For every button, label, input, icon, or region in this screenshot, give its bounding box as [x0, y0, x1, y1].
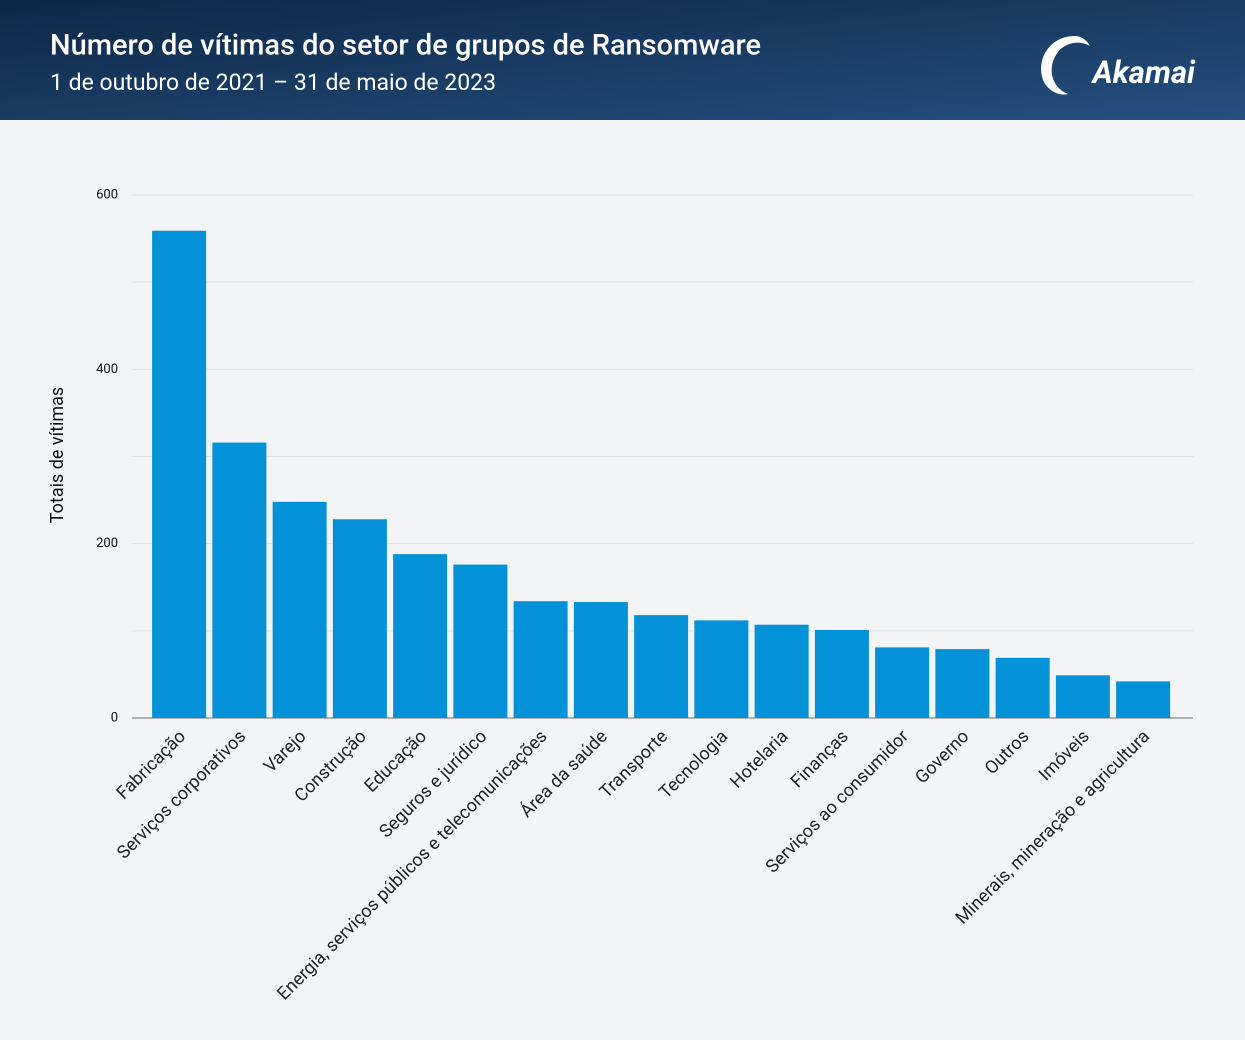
y-axis-title: Totais de vítimas — [47, 387, 68, 523]
bar — [272, 501, 327, 718]
logo: Akamai — [1091, 54, 1196, 91]
bar — [1055, 675, 1110, 718]
bar — [694, 620, 749, 718]
bar — [995, 657, 1050, 718]
bar — [875, 647, 930, 718]
bar — [814, 629, 869, 718]
bar — [634, 615, 689, 718]
y-tick-label: 400 — [96, 362, 118, 377]
chart-subtitle: 1 de outubro de 2021 – 31 de maio de 202… — [50, 69, 496, 96]
bar — [573, 602, 628, 718]
header — [0, 0, 1245, 120]
bar — [513, 601, 568, 718]
logo-mark — [1041, 36, 1090, 95]
y-tick-label: 600 — [96, 187, 118, 202]
bar — [152, 230, 207, 718]
y-tick-label: 0 — [111, 710, 118, 725]
bar — [754, 624, 809, 718]
bar — [332, 519, 387, 718]
bar — [453, 564, 508, 718]
bar — [393, 554, 448, 718]
bar — [935, 649, 990, 718]
bar — [212, 442, 267, 718]
bar — [1116, 681, 1171, 718]
chart-title: Número de vítimas do setor de grupos de … — [50, 29, 761, 63]
y-tick-label: 200 — [96, 536, 118, 551]
